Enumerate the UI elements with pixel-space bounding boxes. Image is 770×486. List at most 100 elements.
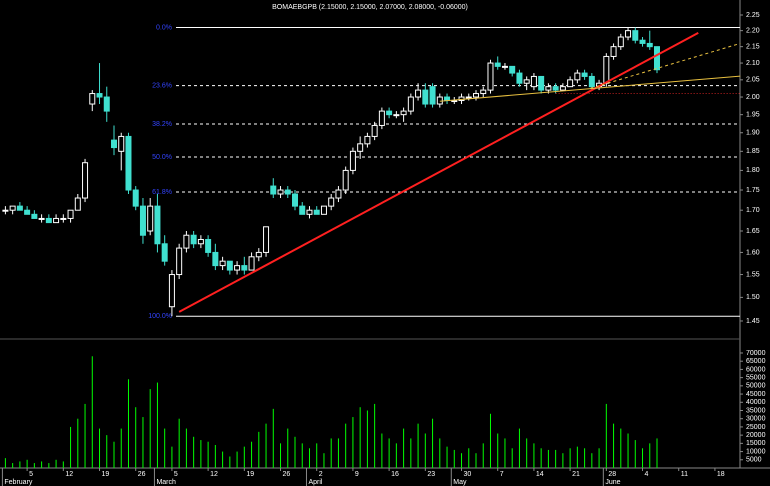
- y-tick-label: 1.45: [746, 318, 760, 325]
- y-tick-label: 1.85: [746, 148, 760, 155]
- volume-bar: [200, 440, 202, 468]
- candle-body: [284, 189, 291, 195]
- volume-bar: [26, 459, 28, 468]
- candle-body: [646, 42, 653, 48]
- volume-bar: [518, 428, 520, 468]
- month-label: April: [308, 479, 322, 486]
- volume-bar: [222, 451, 224, 468]
- y-tick-label: 1.55: [746, 271, 760, 278]
- candle-body: [38, 217, 45, 220]
- volume-tick-label: 50000: [746, 383, 766, 390]
- candle-body: [639, 39, 646, 44]
- candle-body: [132, 189, 139, 207]
- candle-body: [241, 265, 248, 271]
- x-tick-label: 21: [572, 471, 580, 478]
- volume-bar: [70, 426, 72, 468]
- x-tick-label: 28: [608, 471, 616, 478]
- volume-bar: [171, 446, 173, 468]
- month-label: March: [156, 479, 176, 486]
- volume-tick-label: 60000: [746, 366, 766, 373]
- volume-bar: [337, 438, 339, 468]
- chart-title: BOMAEBGPB (2.15000, 2.15000, 2.07000, 2.…: [272, 4, 468, 11]
- volume-bar: [381, 433, 383, 468]
- candle-body: [82, 162, 89, 199]
- fib-label: 50.0%: [152, 154, 172, 161]
- candle-body: [118, 135, 125, 152]
- volume-bar: [48, 463, 50, 468]
- volume-bar: [185, 428, 187, 468]
- volume-bar: [91, 356, 93, 468]
- volume-bar: [642, 448, 644, 468]
- volume-tick-label: 40000: [746, 399, 766, 406]
- volume-bar: [316, 443, 318, 468]
- volume-bar: [62, 461, 64, 468]
- candle-body: [342, 169, 349, 191]
- volume-bar: [547, 449, 549, 468]
- candle-body: [581, 72, 588, 77]
- volume-bar: [41, 461, 43, 468]
- candle-body: [161, 243, 168, 262]
- volume-bar: [453, 449, 455, 468]
- month-label: February: [4, 479, 33, 486]
- volume-bar: [207, 441, 209, 468]
- volume-tick-label: 70000: [746, 350, 766, 357]
- candle-body: [176, 247, 183, 276]
- candle-body: [306, 209, 313, 215]
- volume-bar: [106, 435, 108, 468]
- volume-bar: [461, 453, 463, 468]
- candle-body: [603, 55, 610, 84]
- candle-body: [357, 143, 364, 152]
- volume-bar: [489, 413, 491, 468]
- volume-bar: [504, 438, 506, 468]
- volume-bar: [178, 418, 180, 468]
- candle-body: [480, 89, 487, 95]
- candle-body: [574, 72, 581, 81]
- volume-bar: [533, 443, 535, 468]
- candle-body: [400, 110, 407, 116]
- candle-body: [248, 256, 255, 271]
- y-tick-label: 1.75: [746, 187, 760, 194]
- volume-bar: [620, 428, 622, 468]
- candle-body: [263, 226, 270, 253]
- volume-bar: [272, 408, 274, 468]
- volume-bar: [135, 407, 137, 468]
- candle-body: [552, 86, 559, 91]
- volume-bar: [359, 407, 361, 468]
- volume-bar: [649, 443, 651, 468]
- volume-bar: [562, 453, 564, 468]
- x-tick-label: 12: [210, 471, 218, 478]
- candle-body: [530, 75, 537, 88]
- candle-body: [96, 93, 103, 98]
- volume-bar: [308, 448, 310, 468]
- volume-tick-label: 55000: [746, 374, 766, 381]
- volume-tick-label: 10000: [746, 448, 766, 455]
- candle-body: [516, 72, 523, 84]
- volume-bar: [584, 448, 586, 468]
- y-tick-label: 1.60: [746, 249, 760, 256]
- candle-body: [60, 217, 67, 220]
- volume-bar: [569, 448, 571, 468]
- volume-bar: [214, 444, 216, 468]
- candle-body: [197, 238, 204, 245]
- candle-body: [234, 265, 241, 271]
- candle-body: [501, 65, 508, 68]
- y-tick-label: 1.90: [746, 130, 760, 137]
- volume-bar: [55, 459, 57, 468]
- volume-bar: [156, 382, 158, 468]
- candle-body: [386, 110, 393, 116]
- volume-bar: [446, 446, 448, 468]
- volume-tick-label: 15000: [746, 440, 766, 447]
- fib-label: 61.8%: [152, 189, 172, 196]
- candle-body: [270, 185, 277, 195]
- volume-bar: [555, 449, 557, 468]
- candle-body: [545, 86, 552, 91]
- volume-bar: [77, 418, 79, 468]
- candle-body: [154, 205, 161, 245]
- volume-bar: [395, 443, 397, 468]
- volume-bar: [323, 453, 325, 468]
- x-tick-label: 7: [500, 471, 504, 478]
- candle-body: [473, 93, 479, 98]
- x-tick-label: 12: [65, 471, 73, 478]
- volume-bar: [19, 461, 21, 468]
- candle-body: [147, 205, 154, 232]
